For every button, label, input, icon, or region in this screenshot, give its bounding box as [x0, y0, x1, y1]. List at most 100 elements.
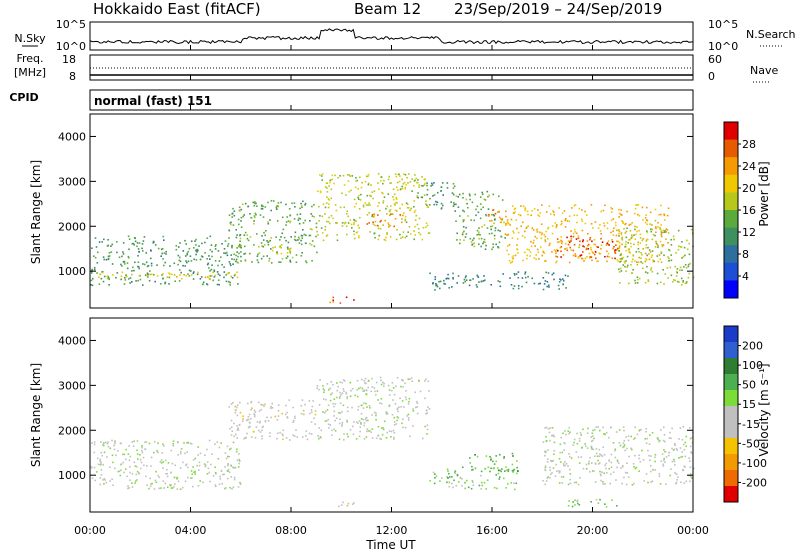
scatter-cell	[476, 205, 479, 208]
scatter-cell	[639, 237, 642, 239]
scatter-cell	[353, 502, 355, 504]
scatter-cell	[285, 224, 287, 226]
scatter-cell	[544, 468, 546, 471]
scatter-cell	[99, 483, 102, 486]
scatter-cell	[396, 210, 398, 212]
scatter-cell	[684, 264, 687, 266]
scatter-cell	[383, 420, 386, 423]
scatter-cell	[237, 427, 239, 429]
nsky-tick-bottom: 10^0	[56, 40, 86, 53]
scatter-cell	[675, 481, 678, 484]
scatter-cell	[430, 185, 432, 187]
scatter-cell	[548, 286, 550, 288]
scatter-cell	[285, 404, 287, 407]
scatter-cell	[392, 198, 395, 201]
scatter-cell	[111, 454, 114, 457]
scatter-cell	[582, 245, 584, 247]
scatter-cell	[301, 252, 303, 254]
scatter-cell	[583, 246, 585, 248]
scatter-cell	[624, 246, 626, 248]
scatter-cell	[256, 255, 259, 257]
scatter-cell	[303, 233, 306, 236]
scatter-cell	[476, 234, 478, 236]
scatter-cell	[359, 430, 361, 433]
scatter-cell	[622, 264, 624, 266]
scatter-cell	[365, 417, 368, 419]
scatter-cell	[308, 432, 311, 435]
scatter-cell	[327, 418, 330, 421]
scatter-cell	[305, 260, 307, 262]
scatter-cell	[160, 462, 163, 464]
scatter-cell	[599, 453, 601, 455]
scatter-cell	[499, 285, 502, 288]
scatter-cell	[238, 206, 241, 209]
scatter-cell	[356, 379, 359, 382]
scatter-cell	[654, 456, 656, 459]
scatter-cell	[589, 236, 592, 239]
scatter-cell	[174, 464, 176, 467]
scatter-cell	[464, 276, 467, 279]
scatter-cell	[462, 219, 465, 221]
scatter-cell	[568, 453, 570, 455]
scatter-cell	[651, 254, 653, 257]
scatter-cell	[636, 263, 639, 266]
scatter-cell	[112, 461, 114, 464]
scatter-cell	[478, 243, 480, 245]
scatter-cell	[394, 403, 397, 405]
scatter-cell	[418, 184, 421, 186]
scatter-cell	[576, 214, 578, 217]
scatter-cell	[270, 405, 272, 408]
scatter-cell	[249, 236, 252, 238]
scatter-cell	[338, 397, 341, 399]
colorbar-frame	[723, 325, 739, 503]
scatter-cell	[228, 237, 230, 239]
scatter-cell	[663, 231, 666, 233]
scatter-cell	[139, 458, 142, 461]
scatter-cell	[382, 200, 385, 202]
scatter-cell	[545, 435, 547, 438]
scatter-cell	[173, 485, 175, 488]
scatter-cell	[108, 277, 110, 279]
scatter-cell	[544, 260, 546, 262]
scatter-cell	[592, 429, 594, 432]
scatter-cell	[632, 269, 634, 271]
scatter-cell	[573, 441, 575, 444]
nsky-label: N.Sky	[14, 32, 46, 45]
scatter-cell	[300, 405, 303, 407]
scatter-cell	[524, 207, 526, 209]
scatter-cell	[679, 269, 681, 271]
scatter-cell	[135, 473, 138, 476]
x-tick-label: 12:00	[376, 524, 408, 537]
scatter-cell	[233, 476, 236, 479]
scatter-cell	[302, 436, 304, 438]
scatter-cell	[310, 213, 313, 215]
scatter-cell	[395, 196, 397, 199]
scatter-cell	[341, 192, 343, 195]
scatter-cell	[587, 243, 590, 246]
scatter-cell	[471, 469, 473, 471]
scatter-cell	[510, 284, 513, 286]
scatter-cell	[230, 403, 233, 405]
scatter-cell	[175, 245, 178, 247]
scatter-cell	[211, 255, 213, 258]
scatter-cell	[495, 455, 497, 457]
scatter-cell	[150, 257, 152, 260]
scatter-cell	[634, 426, 636, 428]
colorbar-tick-label: -200	[742, 476, 767, 489]
scatter-cell	[607, 252, 610, 255]
scatter-cell	[595, 448, 598, 450]
scatter-cell	[689, 426, 691, 429]
scatter-cell	[176, 276, 178, 278]
scatter-cell	[650, 455, 652, 457]
scatter-cell	[604, 483, 606, 485]
scatter-cell	[355, 177, 357, 179]
scatter-cell	[125, 458, 127, 461]
scatter-cell	[574, 204, 577, 206]
scatter-cell	[488, 194, 490, 197]
scatter-cell	[421, 185, 423, 187]
scatter-cell	[368, 405, 371, 407]
scatter-cell	[289, 259, 291, 262]
scatter-cell	[436, 191, 439, 194]
scatter-cell	[166, 475, 169, 478]
scatter-cell	[393, 203, 396, 205]
